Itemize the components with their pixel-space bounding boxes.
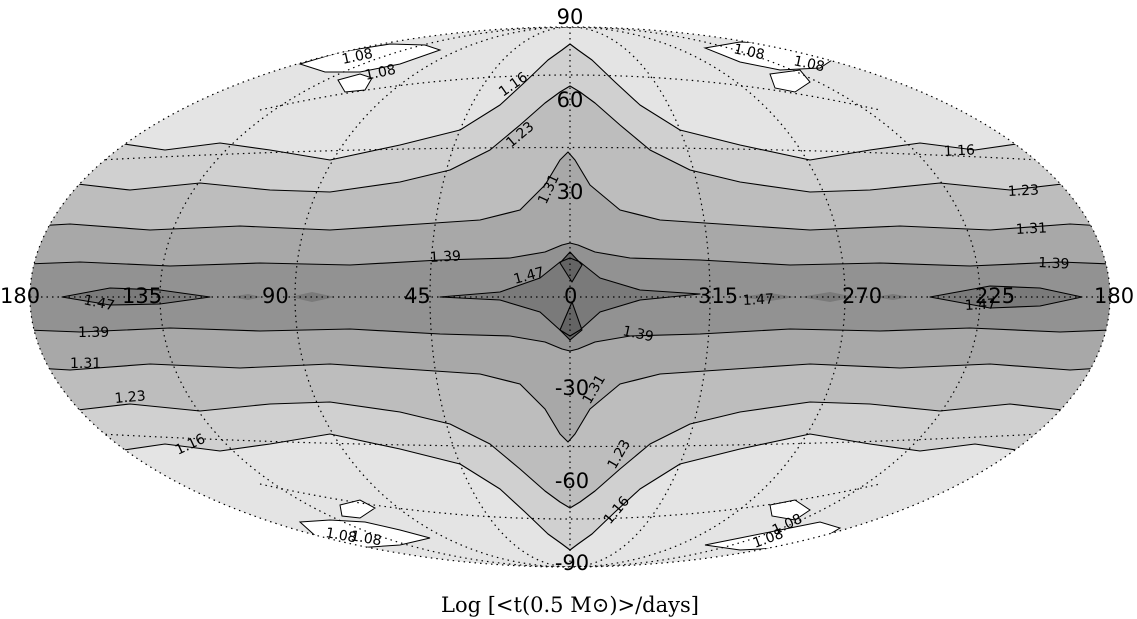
- contour-label: 1.39: [78, 325, 109, 341]
- island-top-left: [298, 43, 442, 93]
- lat-label-neg60: -60: [555, 469, 589, 493]
- lon-label-180-right: 180: [1094, 284, 1134, 308]
- contour-label: 1.23: [114, 388, 146, 407]
- lon-label-0: 0: [564, 284, 577, 308]
- contour-label: 1.39: [429, 248, 461, 266]
- contour-label: 1.31: [70, 356, 101, 372]
- lon-label-270: 270: [842, 284, 882, 308]
- lon-label-315: 315: [698, 284, 738, 308]
- meridian-135: [159, 27, 981, 567]
- contour-1.47-left: [61, 287, 211, 306]
- longitude-labels: 180 135 90 45 0 315 270 225 180: [0, 284, 1134, 308]
- lon-label-225: 225: [975, 284, 1015, 308]
- graticule: [30, 27, 1110, 567]
- contour-label: 1.08: [349, 528, 382, 549]
- meridian-45: [429, 27, 711, 567]
- fill-level-1.47-right: [930, 286, 1082, 308]
- contour-label: 1.08: [792, 53, 826, 75]
- parallel-60S: [259, 483, 881, 520]
- contour-1.23-top: [30, 85, 1110, 193]
- contour-1.31-top: [30, 151, 1110, 231]
- contour-1.47-center: [439, 257, 701, 337]
- contour-label: 1.39: [1038, 255, 1070, 273]
- colorbar-title: Log [<t(0.5 M⊙)>/days]: [441, 593, 699, 617]
- contour-label: 1.08: [341, 46, 375, 68]
- fill-level-1.47-left2: [230, 292, 335, 302]
- lat-label-60: 60: [557, 88, 584, 112]
- contour-core: [559, 251, 583, 341]
- contour-label: 1.47: [82, 292, 116, 314]
- contour-label: 1.08: [324, 525, 357, 546]
- lon-label-180-left: 180: [0, 284, 40, 308]
- contour-label: 1.39: [621, 323, 655, 345]
- lat-label-30: 30: [557, 180, 584, 204]
- contour-1.23-bottom: [30, 401, 1110, 509]
- contour-label: 1.47: [964, 296, 996, 314]
- parallel-60N: [259, 74, 881, 111]
- contour-1.31-bottom: [30, 363, 1110, 443]
- lon-label-45: 45: [404, 284, 431, 308]
- lat-label-90: 90: [557, 5, 584, 29]
- lon-label-135: 135: [122, 284, 162, 308]
- contour-label: 1.16: [943, 142, 975, 160]
- lon-label-90: 90: [262, 284, 289, 308]
- contour-label: 1.23: [1007, 182, 1039, 200]
- contour-label: 1.47: [742, 291, 774, 309]
- contour-label: 1.08: [364, 62, 398, 84]
- lat-label-neg30: -30: [555, 376, 589, 400]
- latitude-labels: 90 60 30 -30 -60 -90: [555, 5, 589, 575]
- map-boundary: [29, 26, 1111, 568]
- lat-label-neg90: -90: [555, 551, 589, 575]
- contour-label: 1.31: [1015, 220, 1047, 238]
- fill-level-1.47-right2: [740, 292, 910, 302]
- contour-label: 1.47: [512, 264, 546, 288]
- contour-1.39-bottom: [30, 327, 1110, 352]
- contour-label: 1.08: [732, 41, 766, 63]
